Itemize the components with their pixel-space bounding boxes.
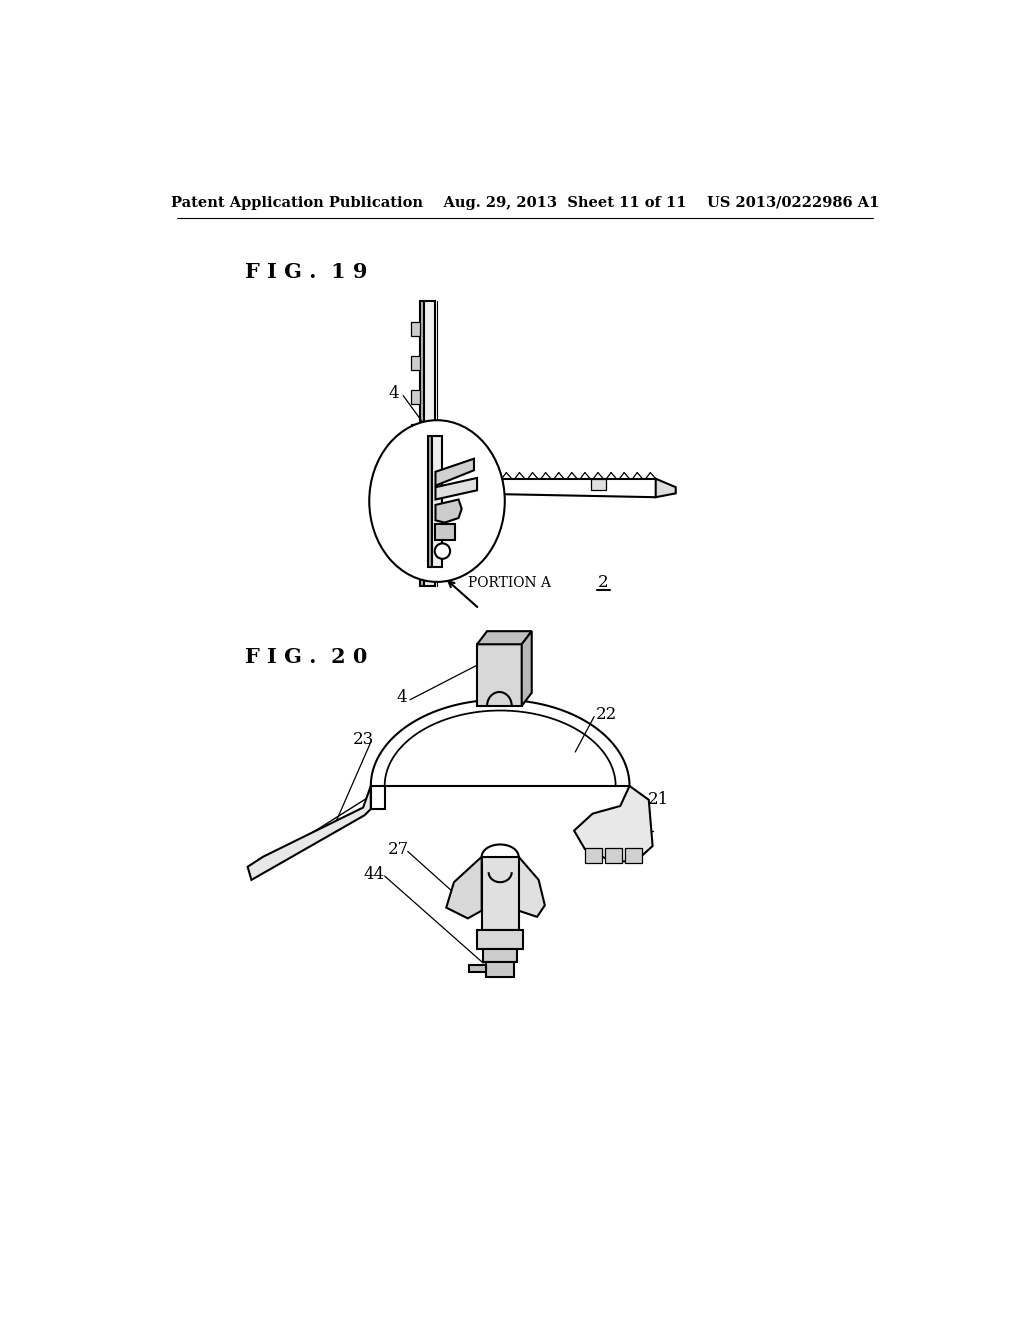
- Bar: [411, 424, 420, 438]
- Polygon shape: [446, 857, 481, 919]
- Circle shape: [435, 544, 451, 558]
- Text: 4: 4: [396, 689, 407, 706]
- Text: F I G .  1 9: F I G . 1 9: [245, 263, 367, 282]
- Bar: [428, 436, 432, 566]
- Bar: [486, 961, 514, 977]
- Ellipse shape: [370, 420, 505, 582]
- Text: 4: 4: [388, 384, 399, 401]
- Text: Patent Application Publication    Aug. 29, 2013  Sheet 11 of 11    US 2013/02229: Patent Application Publication Aug. 29, …: [171, 197, 879, 210]
- Polygon shape: [521, 631, 531, 706]
- Bar: [411, 458, 420, 471]
- Bar: [481, 857, 518, 929]
- Text: 23: 23: [352, 731, 374, 748]
- Bar: [477, 644, 521, 706]
- Bar: [411, 525, 420, 540]
- Text: 44: 44: [364, 866, 384, 883]
- Bar: [483, 949, 517, 961]
- Text: 2: 2: [598, 574, 608, 591]
- Bar: [424, 301, 435, 586]
- Bar: [605, 847, 622, 863]
- Polygon shape: [574, 785, 652, 862]
- Polygon shape: [248, 785, 371, 880]
- Text: 27: 27: [388, 841, 410, 858]
- Text: PORTION A: PORTION A: [468, 577, 551, 590]
- Bar: [435, 524, 455, 540]
- Bar: [420, 301, 424, 586]
- Bar: [411, 492, 420, 506]
- Polygon shape: [477, 631, 531, 644]
- Text: 41: 41: [509, 682, 530, 700]
- Text: F I G .  2 0: F I G . 2 0: [245, 647, 367, 668]
- Polygon shape: [435, 499, 462, 523]
- Polygon shape: [435, 459, 474, 486]
- Polygon shape: [435, 478, 477, 499]
- Bar: [591, 479, 606, 490]
- Bar: [585, 847, 602, 863]
- Bar: [477, 929, 523, 949]
- Bar: [625, 847, 642, 863]
- Bar: [411, 391, 420, 404]
- Text: 22: 22: [596, 706, 616, 723]
- Polygon shape: [518, 857, 545, 917]
- Bar: [411, 356, 420, 370]
- Bar: [432, 436, 442, 566]
- Text: 21: 21: [648, 791, 670, 808]
- Bar: [469, 965, 486, 973]
- Bar: [411, 322, 420, 337]
- Polygon shape: [655, 479, 676, 498]
- Text: 2: 2: [503, 896, 513, 913]
